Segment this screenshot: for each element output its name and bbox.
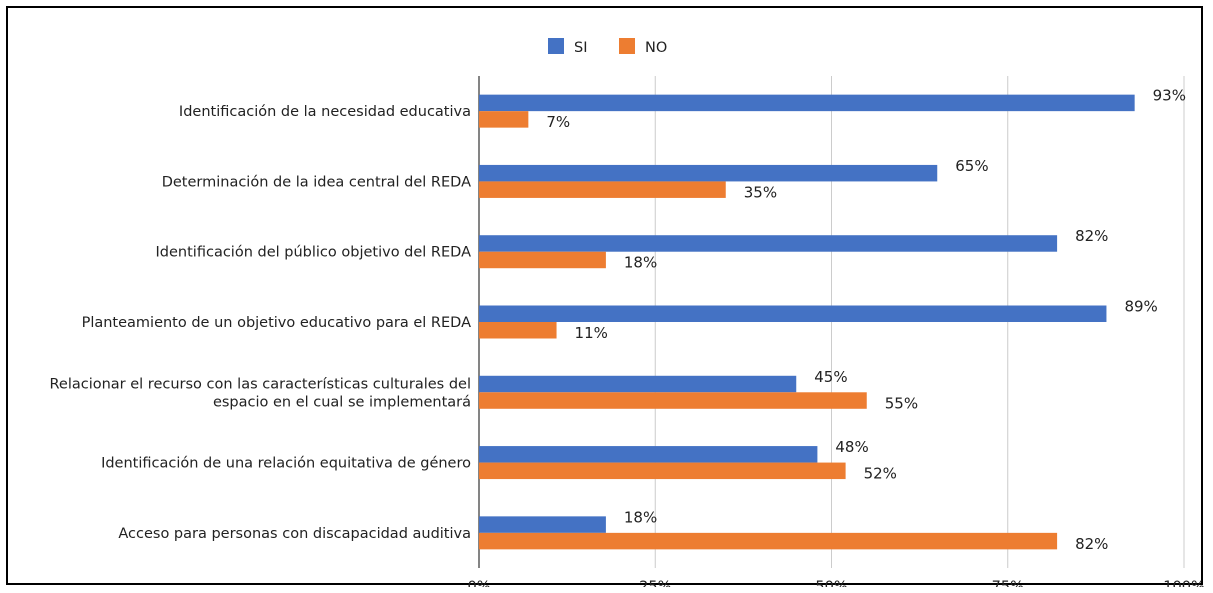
bar-no	[479, 322, 557, 339]
bar-si	[479, 164, 938, 182]
data-label: 93%	[1153, 87, 1186, 105]
x-tick-label: 25%	[639, 579, 671, 587]
bar-no	[479, 111, 529, 128]
data-label: 65%	[955, 157, 988, 175]
bar-no	[479, 532, 1058, 550]
category-label: espacio en el cual se implementará	[213, 394, 471, 410]
category-label: Planteamiento de un objetivo educativo p…	[82, 315, 471, 331]
data-label: 11%	[575, 324, 608, 342]
bar-chart: 0% 25% 50% 75% 100% 93% 7% Identificación de la…	[49, 38, 1205, 587]
chart-frame: 0% 25% 50% 75% 100% 93% 7% Identificación de la…	[6, 6, 1205, 587]
data-label: 35%	[744, 183, 777, 201]
category-label: Identificación de una relación equitativ…	[101, 456, 471, 472]
bar-no	[479, 181, 726, 198]
category-label: Identificación de la necesidad educativa	[179, 104, 471, 120]
x-tick-label: 50%	[815, 579, 847, 587]
bar-no	[479, 392, 867, 409]
data-label: 82%	[1075, 535, 1108, 553]
data-label: 52%	[864, 465, 897, 483]
bar-si	[479, 305, 1107, 322]
category-label: Determinación de la idea central del RED…	[162, 174, 471, 190]
bar-si	[479, 516, 606, 533]
data-label: 45%	[814, 368, 847, 386]
legend-label: SI	[574, 40, 587, 56]
data-label: 18%	[624, 508, 657, 526]
data-label: 7%	[546, 113, 570, 131]
category-label: Relacionar el recurso con las caracterís…	[49, 376, 471, 392]
legend-swatch-si	[548, 38, 564, 54]
data-label: 48%	[835, 438, 868, 456]
data-label: 18%	[624, 254, 657, 272]
x-tick-label: 0%	[467, 579, 490, 587]
bar-no	[479, 251, 606, 269]
legend-swatch-no	[619, 38, 635, 54]
data-label: 82%	[1075, 227, 1108, 245]
bar-no	[479, 462, 846, 480]
data-label: 55%	[885, 394, 918, 412]
bar-si	[479, 446, 818, 463]
bar-si	[479, 94, 1135, 112]
x-tick-label: 75%	[992, 579, 1024, 587]
bar-si	[479, 235, 1058, 252]
data-label: 89%	[1124, 298, 1157, 316]
bar-si	[479, 375, 797, 393]
x-tick-label: 100%	[1163, 579, 1204, 587]
legend-label: NO	[645, 40, 667, 56]
category-label: Identificación del público objetivo del …	[156, 245, 472, 261]
category-label: Acceso para personas con discapacidad au…	[118, 526, 471, 542]
